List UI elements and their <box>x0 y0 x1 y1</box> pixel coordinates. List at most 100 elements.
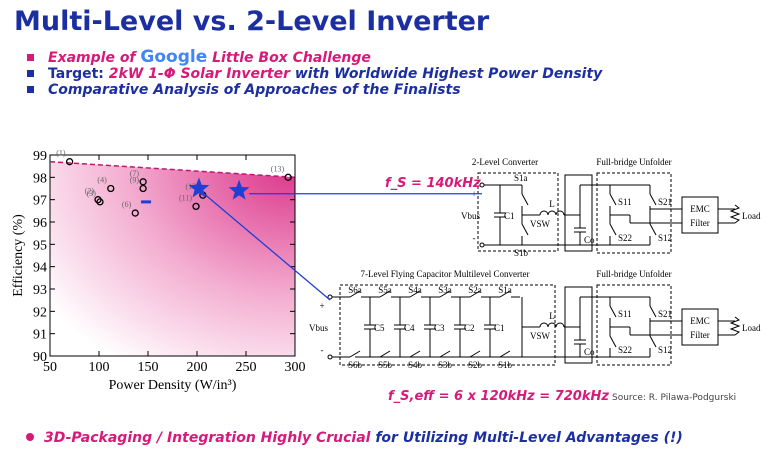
switch <box>649 193 657 206</box>
circuit-label: S12 <box>658 345 672 355</box>
circuit-label: 2-Level Converter <box>472 157 538 167</box>
circuit-label: S1b <box>498 360 513 370</box>
bullet-text: Target: <box>48 66 104 82</box>
star-point <box>228 179 250 200</box>
y-tick-label: 92 <box>33 305 47 320</box>
converter-box <box>339 284 556 366</box>
bullet-text: Example of <box>48 50 137 66</box>
load-resistor <box>729 316 741 336</box>
circuit-diagrams: 2-Level Converter Full-bridge Unfolder + - V… <box>204 157 761 370</box>
unfolder-box <box>596 172 672 254</box>
point-label: (2) <box>85 187 95 196</box>
circuit-label: S22 <box>618 233 632 243</box>
data-point <box>107 184 115 193</box>
circuit-label: + <box>319 301 324 311</box>
circuit-label: S4b <box>408 360 423 370</box>
x-tick-label: 100 <box>89 360 110 375</box>
y-tick-label: 97 <box>33 194 47 209</box>
circuit-label: C5 <box>374 323 385 333</box>
data-point <box>141 200 152 204</box>
terminal <box>479 242 485 248</box>
switching-frequency-note: f_S = 140kHz <box>385 176 481 191</box>
circuit-label: Filter <box>690 330 710 340</box>
emc-filter-box <box>681 196 719 234</box>
footer-text: for Utilizing Multi-Level Advantages (!) <box>375 430 682 446</box>
switch <box>521 223 529 236</box>
point-label: (7) <box>130 169 140 178</box>
x-tick-label: 50 <box>43 360 57 375</box>
switch <box>649 223 657 236</box>
inductor <box>539 210 565 216</box>
circuit-label: S2a <box>468 285 482 295</box>
circuit-label: C2 <box>464 323 475 333</box>
circuit-label: EMC <box>690 204 710 214</box>
slide-title: Multi-Level vs. 2-Level Inverter <box>14 6 490 37</box>
circuit-label: Co <box>584 347 595 357</box>
circuit-label: S6b <box>348 360 363 370</box>
circuit-label: Load <box>742 323 761 333</box>
circuit-label: S1b <box>514 248 529 258</box>
circuit-label: S21 <box>658 197 672 207</box>
data-point <box>96 198 104 206</box>
y-tick-label: 96 <box>33 216 47 231</box>
data-point <box>139 184 147 193</box>
effective-frequency-note: f_S,eff = 6 x 120kHz = 720kHz <box>388 389 609 404</box>
circuit-label: VSW <box>530 331 551 341</box>
point-label: (11) <box>179 193 192 202</box>
circuit-label: 7-Level Flying Capacitor Multilevel Conv… <box>361 269 530 279</box>
bullet-icon <box>27 54 34 61</box>
data-point <box>65 158 74 166</box>
point-label: (9) <box>130 176 140 185</box>
switch <box>469 290 481 298</box>
chart: 90 91 92 93 94 95 96 97 98 99 50 100 150 200 250 300 Pow… <box>11 149 306 393</box>
switch <box>349 290 361 298</box>
bullet: Comparative Analysis of Approaches of th… <box>48 82 461 98</box>
circuit-label: S3b <box>438 360 453 370</box>
switch <box>609 193 617 206</box>
circuit-label: - <box>321 345 324 355</box>
feasible-region <box>50 161 295 356</box>
circuit-label: S6a <box>348 285 362 295</box>
source-note: Source: R. Pilawa-Podgurski <box>612 393 736 403</box>
switch <box>609 305 617 318</box>
y-tick-label: 99 <box>33 149 47 164</box>
circuit-label: Full-bridge Unfolder <box>596 269 671 279</box>
y-tick-label: 93 <box>33 283 47 298</box>
circuit-label: S12 <box>658 233 672 243</box>
output-filter-box <box>564 286 593 364</box>
bullet-text: Little Box Challenge <box>212 50 371 66</box>
switch <box>609 223 617 236</box>
circuit-label: S5a <box>378 285 392 295</box>
data-point <box>131 209 139 217</box>
bullet-text: 2kW 1-Φ Solar Inverter <box>109 66 291 82</box>
inductor <box>539 322 565 328</box>
bullet-icon <box>26 433 34 441</box>
switch <box>609 335 617 348</box>
circuit-label: S22 <box>618 345 632 355</box>
circuit-label: Vbus <box>309 323 328 333</box>
point-label: (1) <box>56 149 66 158</box>
data-point <box>284 173 292 181</box>
footer-text: 3D-Packaging / Integration Highly Crucia… <box>44 430 371 446</box>
google-logo: Google <box>140 47 207 67</box>
bullet-text: with Worldwide Highest Power Density <box>295 66 603 82</box>
data-point <box>192 202 200 211</box>
callout-line <box>204 194 331 301</box>
circuit-label: VSW <box>530 219 551 229</box>
bullet: Example of Google Little Box Challenge <box>48 47 371 67</box>
switch <box>649 335 657 348</box>
point-label: (13) <box>271 164 285 173</box>
point-label: (6) <box>122 200 132 209</box>
circuit-label: Co <box>584 235 595 245</box>
circuit-label: Full-bridge Unfolder <box>596 157 671 167</box>
circuit-label: S21 <box>658 309 672 319</box>
switch <box>409 290 421 298</box>
converter-box <box>477 172 559 252</box>
circuit-label: EMC <box>690 316 710 326</box>
bullet-icon <box>27 70 34 77</box>
footer-bullet: 3D-Packaging / Integration Highly Crucia… <box>44 430 683 446</box>
switch <box>499 350 511 358</box>
x-tick-label: 200 <box>187 360 208 375</box>
circuit-label: - <box>473 233 476 243</box>
